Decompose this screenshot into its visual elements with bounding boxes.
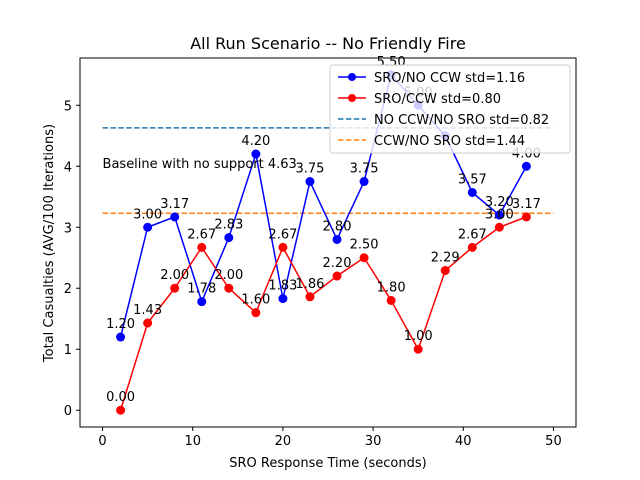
legend-label: SRO/NO CCW std=1.16 (374, 71, 525, 86)
data-label: 0.00 (106, 390, 135, 405)
y-tick-label: 2 (64, 282, 72, 297)
data-label: 1.86 (295, 277, 324, 292)
x-tick-label: 10 (184, 434, 201, 449)
data-label: 2.83 (214, 218, 243, 233)
data-point (359, 177, 369, 187)
plot-frame (79, 57, 577, 428)
data-point (143, 318, 153, 328)
data-label: 2.00 (214, 268, 243, 283)
data-label: 1.43 (133, 303, 162, 318)
data-point (305, 292, 315, 302)
data-label: 2.67 (268, 227, 297, 242)
data-label: 3.57 (458, 172, 487, 187)
data-label: 2.20 (323, 256, 352, 271)
y-tick-label: 5 (64, 99, 72, 114)
data-point (413, 344, 423, 354)
data-point (467, 242, 477, 252)
data-point (143, 222, 153, 232)
legend-label: CCW/NO SRO std=1.44 (374, 134, 525, 149)
data-label: 2.29 (431, 251, 460, 266)
data-label: 3.00 (485, 207, 514, 222)
data-point (224, 283, 234, 293)
data-point (116, 405, 126, 415)
y-axis-title: Total Casualties (AVG/100 Iterations) (42, 124, 57, 363)
y-tick-label: 4 (64, 160, 72, 175)
data-point (521, 212, 531, 222)
annotation-text: Baseline with no support 4.63 (103, 157, 297, 172)
data-point (170, 283, 180, 293)
data-point (251, 308, 261, 318)
data-label: 2.67 (187, 227, 216, 242)
data-point (278, 242, 288, 252)
data-point (332, 234, 342, 244)
data-point (278, 294, 288, 304)
chart-title: All Run Scenario -- No Friendly Fire (190, 34, 466, 53)
data-label: 3.20 (485, 195, 514, 210)
legend-swatch-marker (348, 94, 356, 102)
data-point (116, 332, 126, 342)
y-tick-label: 3 (64, 221, 72, 236)
data-point (494, 210, 504, 220)
data-point (521, 161, 531, 171)
data-label: 1.20 (106, 317, 135, 332)
data-point (197, 297, 207, 307)
data-label: 3.00 (133, 207, 162, 222)
data-label: 2.50 (350, 238, 379, 253)
data-point (305, 177, 315, 187)
series-line-1 (119, 216, 527, 411)
x-axis-title: SRO Response Time (seconds) (229, 456, 426, 471)
series-line-0 (119, 74, 528, 338)
data-point (386, 295, 396, 305)
data-label: 1.60 (241, 293, 270, 308)
data-label: 1.83 (268, 279, 297, 294)
data-label: 1.78 (187, 282, 216, 297)
data-label: 3.17 (160, 197, 189, 212)
legend-label: NO CCW/NO SRO std=0.82 (374, 113, 549, 128)
data-label: 3.17 (512, 197, 541, 212)
data-label: 1.00 (404, 329, 433, 344)
data-label: 3.75 (295, 162, 324, 177)
data-point (467, 187, 477, 197)
data-label: 4.20 (241, 134, 270, 149)
data-point (170, 212, 180, 222)
x-tick-label: 50 (545, 434, 562, 449)
data-point (224, 233, 234, 243)
legend-box (329, 64, 571, 154)
x-tick-label: 40 (455, 434, 472, 449)
data-point (197, 242, 207, 252)
legend-swatch-marker (348, 73, 356, 81)
data-label: 2.80 (323, 219, 352, 234)
x-tick-label: 0 (98, 434, 106, 449)
data-label: 1.80 (377, 280, 406, 295)
data-point (494, 222, 504, 232)
data-point (332, 271, 342, 281)
x-tick-label: 30 (365, 434, 382, 449)
data-label: 2.00 (160, 268, 189, 283)
data-point (251, 149, 261, 159)
data-label: 3.75 (350, 162, 379, 177)
data-point (359, 253, 369, 263)
y-tick-label: 0 (64, 404, 72, 419)
x-tick-label: 20 (275, 434, 292, 449)
y-tick-label: 1 (64, 343, 72, 358)
data-point (440, 266, 450, 276)
legend-label: SRO/CCW std=0.80 (374, 92, 501, 107)
data-label: 2.67 (458, 227, 487, 242)
